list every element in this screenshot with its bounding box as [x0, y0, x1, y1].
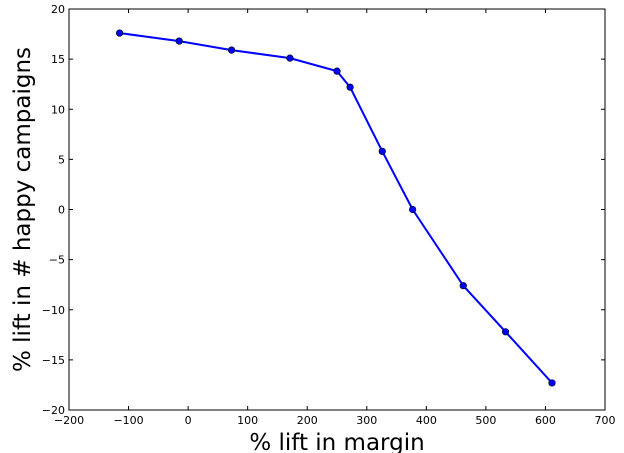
- x-tick-label: 700: [595, 414, 616, 427]
- y-tick-label: 15: [51, 53, 65, 66]
- x-tick-label: −100: [113, 414, 143, 427]
- y-tick-label: 20: [51, 3, 65, 16]
- y-tick-label: −20: [42, 404, 65, 417]
- data-point: [116, 29, 124, 37]
- y-tick-label: 5: [58, 153, 65, 166]
- axis-tick-labels: −200 −100 0 100 200 300 400 500 600 700−20−15−10−…: [42, 3, 616, 427]
- x-tick-label: 500: [475, 414, 496, 427]
- data-point: [548, 379, 556, 387]
- data-point: [501, 328, 510, 336]
- y-tick-label: −15: [42, 354, 65, 367]
- data-point: [175, 37, 183, 45]
- x-axis-label: % lift in margin: [249, 430, 424, 453]
- y-tick-label: −5: [49, 254, 65, 267]
- data-point: [378, 147, 386, 155]
- y-axis-label: % lift in # happy campaigns: [10, 47, 36, 372]
- x-tick-label: 0: [185, 414, 192, 427]
- data-point: [227, 46, 236, 54]
- plot-frame: [68, 8, 606, 411]
- x-tick-label: −200: [54, 414, 84, 427]
- x-tick-label: 400: [416, 414, 437, 427]
- data-point: [459, 282, 467, 290]
- data-point: [409, 205, 417, 214]
- y-tick-label: −10: [42, 304, 65, 317]
- data-point: [286, 54, 294, 62]
- x-tick-label: 300: [356, 414, 377, 427]
- y-tick-label: 10: [51, 103, 65, 116]
- data-series: [116, 29, 556, 387]
- data-point: [346, 83, 354, 91]
- x-tick-label: 600: [535, 414, 556, 427]
- y-tick-label: 0: [58, 204, 65, 217]
- x-tick-label: 200: [297, 414, 318, 427]
- x-tick-label: 100: [237, 414, 258, 427]
- data-point: [333, 67, 341, 75]
